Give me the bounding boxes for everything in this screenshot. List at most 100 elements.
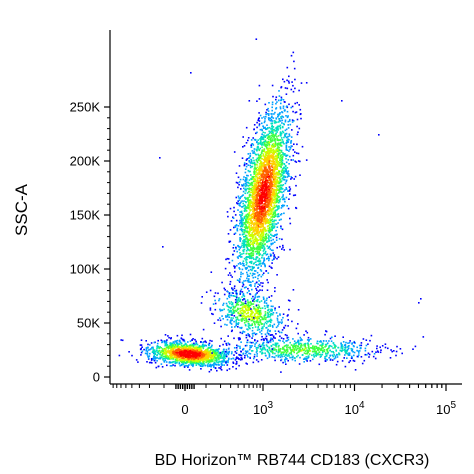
event-dot (220, 337, 222, 340)
event-dot (243, 145, 246, 147)
event-dot (323, 350, 326, 353)
event-dot (235, 352, 238, 354)
event-dot (241, 281, 244, 284)
event-dot (300, 345, 302, 347)
event-dot (271, 259, 274, 261)
event-dot (204, 350, 206, 352)
event-dot (277, 325, 279, 327)
event-dot (168, 351, 170, 353)
event-dot (168, 352, 170, 354)
event-dot (254, 313, 256, 315)
event-dot (263, 163, 265, 166)
event-dot (307, 350, 309, 352)
event-dot (235, 304, 238, 307)
event-dot (244, 234, 247, 237)
event-dot (266, 350, 269, 352)
event-dot (157, 339, 159, 342)
event-dot (279, 313, 281, 315)
event-dot (176, 339, 179, 342)
event-dot (275, 229, 277, 232)
event-dot (293, 67, 296, 70)
event-dot (324, 343, 327, 346)
event-dot (230, 323, 233, 325)
event-dot (193, 359, 195, 362)
event-dot (271, 106, 273, 109)
event-dot (293, 340, 296, 342)
event-dot (292, 289, 295, 291)
event-dot (224, 323, 226, 326)
event-dot (249, 170, 251, 173)
event-dot (152, 350, 155, 352)
event-dot (285, 349, 288, 352)
event-dot (272, 305, 274, 308)
event-dot (259, 321, 261, 323)
event-dot (221, 350, 224, 353)
event-dot (240, 318, 242, 321)
event-dot (289, 155, 291, 158)
event-dot (157, 352, 160, 355)
event-dot (187, 355, 189, 357)
event-dot (197, 354, 199, 356)
event-dot (171, 356, 174, 359)
event-dot (256, 355, 258, 357)
event-dot (160, 347, 163, 349)
event-dot (181, 363, 184, 365)
event-dot (198, 360, 200, 362)
event-dot (268, 340, 271, 343)
event-dot (286, 167, 289, 169)
event-dot (283, 204, 286, 207)
event-dot (167, 335, 169, 337)
event-dot (249, 272, 252, 275)
event-dot (175, 349, 177, 351)
event-dot (286, 337, 289, 339)
event-dot (271, 267, 273, 269)
event-dot (319, 347, 321, 350)
event-dot (251, 350, 254, 352)
event-dot (254, 320, 256, 323)
event-dot (233, 320, 235, 323)
event-dot (301, 339, 303, 341)
event-dot (232, 366, 234, 368)
event-dot (230, 309, 232, 312)
event-dot (235, 357, 238, 359)
event-dot (161, 340, 164, 342)
event-dot (267, 325, 270, 327)
event-dot (244, 306, 246, 309)
event-dot (189, 333, 192, 336)
event-dot (258, 315, 260, 318)
event-dot (299, 174, 301, 176)
event-dot (367, 343, 369, 345)
event-dot (245, 319, 248, 322)
event-dot (224, 350, 227, 353)
event-dot (249, 345, 251, 347)
event-dot (401, 352, 403, 355)
event-dot (276, 317, 279, 320)
event-dot (260, 153, 262, 156)
event-dot (286, 79, 288, 82)
event-dot (362, 338, 365, 340)
event-dot (187, 351, 190, 354)
event-dot (170, 355, 172, 357)
event-dot (197, 353, 200, 355)
event-dot (280, 322, 283, 325)
event-dot (303, 348, 306, 351)
event-dot (233, 307, 235, 309)
event-dot (260, 338, 263, 341)
event-dot (169, 352, 171, 354)
event-dot (163, 357, 165, 360)
event-dot (262, 272, 265, 274)
event-dot (322, 347, 324, 349)
event-dot (244, 317, 246, 319)
event-dot (247, 333, 249, 335)
event-dot (262, 341, 265, 344)
event-dot (239, 240, 242, 242)
event-dot (255, 300, 258, 302)
event-dot (285, 161, 288, 164)
event-dot (306, 351, 309, 354)
event-dot (284, 324, 287, 327)
event-dot (264, 132, 266, 134)
event-dot (174, 340, 176, 343)
event-dot (223, 364, 225, 366)
event-dot (260, 349, 263, 352)
event-dot (300, 346, 302, 348)
